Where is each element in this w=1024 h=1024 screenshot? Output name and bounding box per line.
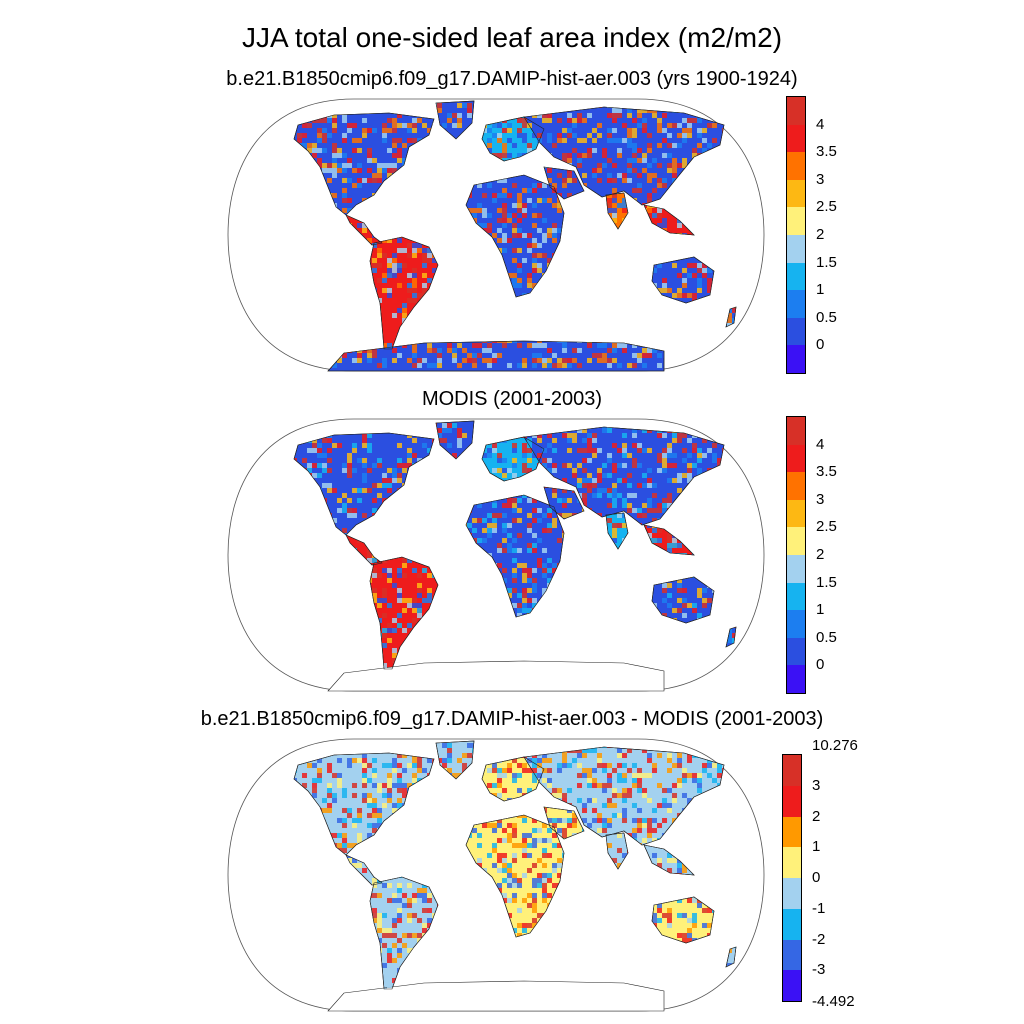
colorbar-label: 3.5 <box>816 463 837 481</box>
colorbar-swatch <box>787 499 805 528</box>
colorbar-label: 2.5 <box>816 198 837 216</box>
colorbar-label: -4.492 <box>812 993 855 1010</box>
colorbar-swatch <box>787 235 805 263</box>
colorbar-swatch <box>783 755 801 786</box>
colorbar-label: 1.5 <box>816 253 837 271</box>
colorbar-swatch <box>787 207 805 235</box>
colorbar-swatch <box>787 345 805 373</box>
colorbar-label: 1.5 <box>816 573 837 591</box>
colorbar-swatch <box>787 527 805 555</box>
land-antarctica <box>327 980 665 1012</box>
colorbar-label: 2.5 <box>816 518 837 536</box>
colorbar-swatch <box>783 908 801 940</box>
colorbar-swatch <box>787 262 805 291</box>
colorbar-label: 4 <box>816 435 825 453</box>
colorbar-swatch <box>787 472 805 500</box>
colorbar-label: 10.276 <box>812 737 858 754</box>
colorbar-swatch <box>787 179 805 208</box>
colorbar-swatch <box>783 970 801 1001</box>
colorbar-label: 3.5 <box>816 143 837 161</box>
colorbar-label: 2 <box>812 807 821 825</box>
panel-1-title: b.e21.B1850cmip6.f09_g17.DAMIP-hist-aer.… <box>226 68 798 90</box>
colorbar-swatch <box>783 847 801 878</box>
colorbar-label: 3 <box>816 170 825 188</box>
colorbar-label: 0.5 <box>816 628 837 646</box>
colorbar-swatch <box>787 152 805 180</box>
colorbar-swatch <box>787 124 805 153</box>
colorbar-label: 3 <box>812 776 821 794</box>
panel-1-map <box>227 98 765 372</box>
colorbar-label: 2 <box>816 546 825 563</box>
colorbar-label: -1 <box>812 899 826 917</box>
colorbar-swatch <box>783 816 801 848</box>
colorbar-box <box>786 96 806 374</box>
colorbar-label: 1 <box>816 601 825 619</box>
colorbar-label: 1 <box>816 281 825 299</box>
colorbar-swatch <box>787 610 805 638</box>
colorbar-box <box>786 416 806 694</box>
panel-3-title: b.e21.B1850cmip6.f09_g17.DAMIP-hist-aer.… <box>200 708 824 730</box>
colorbar-label: -3 <box>812 961 826 979</box>
colorbar-label: 0 <box>812 869 821 886</box>
colorbar-label: 2 <box>816 226 825 243</box>
figure-title: JJA total one-sided leaf area index (m2/… <box>241 22 783 53</box>
colorbar-label: 0 <box>816 336 825 354</box>
colorbar-swatch <box>787 97 805 125</box>
colorbar-swatch <box>787 637 805 666</box>
colorbar-swatch <box>787 317 805 346</box>
panel-3-map <box>227 738 765 1012</box>
colorbar-label: 0.5 <box>816 308 837 326</box>
colorbar-swatch <box>787 665 805 693</box>
panel-2-map <box>227 418 765 692</box>
colorbar-swatch <box>783 785 801 817</box>
colorbar-label: 3 <box>816 490 825 508</box>
colorbar-swatch <box>787 290 805 318</box>
colorbar-label: 1 <box>812 838 821 856</box>
colorbar-label: 4 <box>816 115 825 133</box>
colorbar-swatch <box>787 417 805 445</box>
colorbar-label: 0 <box>816 656 825 674</box>
colorbar-box <box>782 754 802 1002</box>
colorbar-swatch <box>787 555 805 583</box>
colorbar-swatch <box>787 582 805 611</box>
colorbar-swatch <box>783 939 801 971</box>
colorbar-swatch <box>783 878 801 909</box>
colorbar-label: -2 <box>812 930 826 948</box>
land-antarctica <box>327 660 665 692</box>
panel-2-title: MODIS (2001-2003) <box>421 388 603 410</box>
colorbar-swatch <box>787 444 805 473</box>
